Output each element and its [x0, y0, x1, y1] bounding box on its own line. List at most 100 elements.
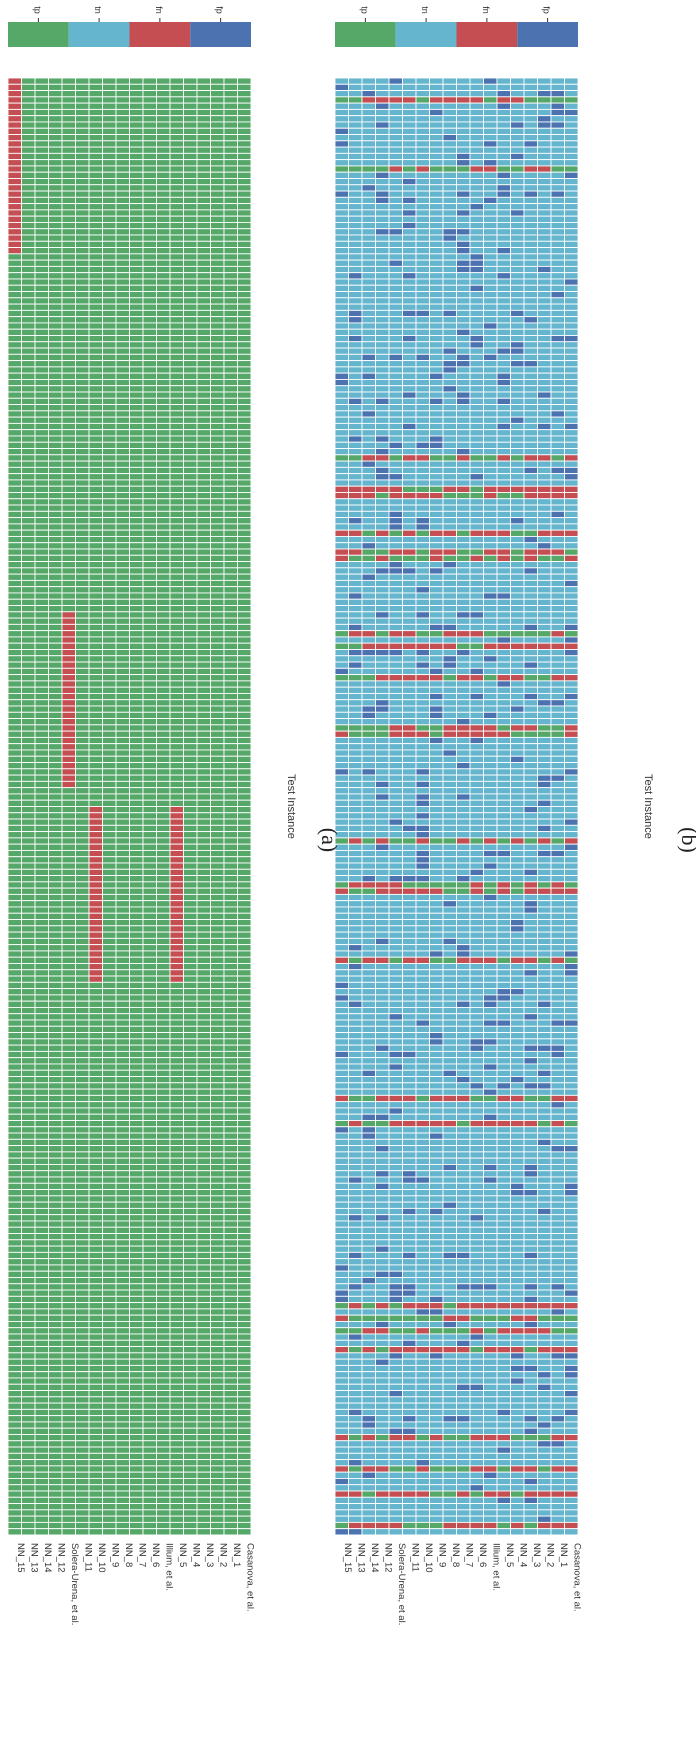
heatmap-cell-tp [210, 950, 225, 958]
heatmap-cell-tp [196, 1320, 211, 1329]
heatmap-cell-tp [223, 203, 238, 211]
heatmap-cell-tp [169, 140, 184, 148]
heatmap-cell-tp [115, 159, 130, 167]
heatmap-cell-tp [142, 1434, 157, 1442]
heatmap-cell-tp [142, 1295, 157, 1304]
heatmap-cell-tp [210, 322, 225, 330]
heatmap-cell-tp [156, 1390, 171, 1398]
heatmap-cell-tp [169, 699, 184, 707]
heatmap-cell-tp [88, 542, 103, 550]
heatmap-cell-tp [237, 1120, 252, 1128]
heatmap-cell-tp [75, 630, 90, 638]
heatmap-cell-tp [183, 240, 198, 249]
heatmap-cell-tp [196, 768, 211, 776]
heatmap-cell-tp [115, 780, 130, 789]
heatmap-cell-tn [361, 1032, 376, 1040]
heatmap-cell-tn [348, 429, 363, 437]
heatmap-cell-tp [237, 102, 252, 110]
heatmap-cell-tp [223, 1038, 238, 1046]
heatmap-cell-tp [34, 655, 49, 663]
heatmap-cell-tp [48, 1226, 63, 1234]
heatmap-cell-tp [196, 1308, 211, 1316]
heatmap-cell-tp [196, 611, 211, 619]
heatmap-cell-tp [237, 548, 252, 556]
heatmap-cell-tp [48, 297, 63, 305]
heatmap-cell-tp [210, 573, 225, 581]
heatmap-cell-tn [361, 83, 376, 92]
heatmap-cell-tp [210, 127, 225, 135]
heatmap-cell-tp [115, 667, 130, 676]
heatmap-cell-tp [75, 448, 90, 456]
heatmap-cell-tp [21, 1176, 36, 1184]
heatmap-cell-tp [115, 1270, 130, 1278]
heatmap-cell-tn [361, 1207, 376, 1216]
heatmap-cell-tp [142, 473, 157, 481]
heatmap-cell-tp [34, 1503, 49, 1511]
heatmap-cell-tp [21, 378, 36, 387]
heatmap-cell-tp [129, 680, 144, 688]
heatmap-cell-tp [7, 1245, 22, 1253]
heatmap-cell-tp [156, 768, 171, 776]
heatmap-cell-tp [196, 1063, 211, 1071]
heatmap-cell-fp [334, 994, 349, 1002]
heatmap-cell-tp [21, 1295, 36, 1304]
heatmap-cell-tp [129, 1082, 144, 1090]
heatmap-cell-tn [361, 667, 376, 676]
heatmap-cell-tp [7, 517, 22, 525]
heatmap-cell-tp [129, 1101, 144, 1109]
heatmap-cell-tn [334, 1182, 349, 1191]
heatmap-cell-tp [88, 272, 103, 280]
heatmap-cell-tp [223, 937, 238, 946]
heatmap-cell-tp [156, 944, 171, 952]
heatmap-cell-tp [210, 1226, 225, 1234]
heatmap-cell-tp [183, 1477, 198, 1486]
heatmap-cell-tp [61, 510, 76, 519]
heatmap-cell-tp [237, 1521, 252, 1530]
heatmap-cell-tp [237, 1258, 252, 1266]
heatmap-cell-tp [7, 900, 22, 908]
heatmap-cell-fn [348, 837, 363, 845]
heatmap-cell-tp [21, 1396, 36, 1404]
heatmap-cell-tp [7, 1490, 22, 1498]
heatmap-cell-tp [102, 1402, 117, 1410]
heatmap-cell-tn [375, 416, 390, 424]
heatmap-cell-tp [223, 1496, 238, 1505]
heatmap-cell-tp [129, 1270, 144, 1278]
heatmap-cell-tp [61, 981, 76, 990]
heatmap-cell-tp [169, 517, 184, 525]
heatmap-cell-tp [129, 102, 144, 110]
heatmap-cell-tp [142, 843, 157, 851]
heatmap-cell-tn [348, 705, 363, 713]
heatmap-cell-tp [142, 83, 157, 92]
heatmap-cell-tp [7, 1176, 22, 1184]
heatmap-cell-tp [34, 1189, 49, 1197]
heatmap-cell-tp [61, 598, 76, 606]
heatmap-cell-tp [115, 435, 130, 443]
heatmap-cell-tp [34, 1050, 49, 1059]
heatmap-cell-tp [183, 630, 198, 638]
heatmap-cell-tp [21, 1170, 36, 1178]
heatmap-cell-tp [88, 680, 103, 688]
heatmap-cell-tp [196, 1069, 211, 1077]
heatmap-cell-tn [361, 1408, 376, 1417]
heatmap-cell-tp [102, 1082, 117, 1090]
heatmap-cell-tp [169, 1421, 184, 1429]
heatmap-cell-tp [169, 422, 184, 431]
heatmap-cell-fp [361, 1421, 376, 1429]
heatmap-cell-tp [334, 1521, 349, 1530]
heatmap-cell-tp [129, 485, 144, 493]
heatmap-cell-fn [7, 221, 22, 230]
heatmap-cell-tp [156, 196, 171, 205]
heatmap-cell-tn [334, 1371, 349, 1379]
heatmap-cell-tp [88, 1057, 103, 1065]
heatmap-cell-tp [88, 316, 103, 324]
heatmap-cell-tp [115, 1327, 130, 1335]
heatmap-cell-tp [7, 762, 22, 770]
heatmap-cell-tp [34, 1509, 49, 1517]
heatmap-cell-tp [156, 674, 171, 682]
heatmap-cell-tp [237, 209, 252, 217]
heatmap-cell-tp [183, 1289, 198, 1297]
heatmap-cell-tp [237, 1050, 252, 1059]
heatmap-cell-tp [88, 1371, 103, 1379]
heatmap-cell-tn [375, 234, 390, 242]
